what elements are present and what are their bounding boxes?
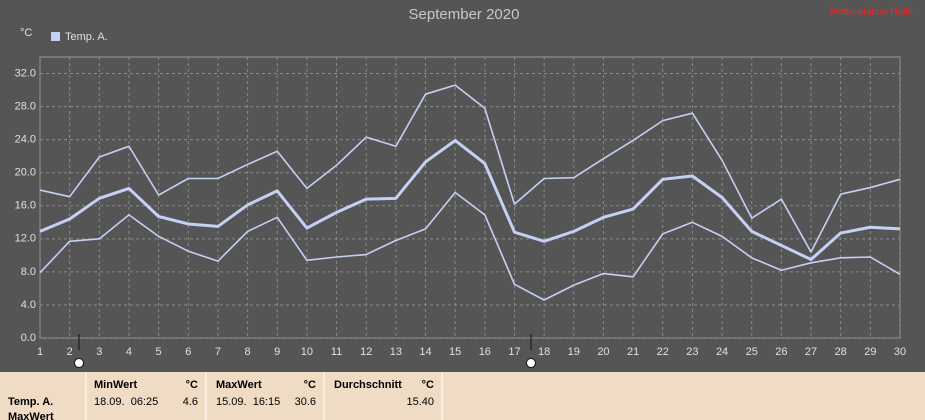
x-tick-label: 19 xyxy=(568,346,580,358)
marker xyxy=(526,358,536,368)
column-header: Durchschnitt xyxy=(334,379,402,391)
x-tick-label: 1 xyxy=(37,346,43,358)
x-tick-label: 6 xyxy=(185,346,191,358)
row-label: Temp. A. xyxy=(8,396,53,408)
x-tick-label: 27 xyxy=(805,346,817,358)
x-tick-label: 20 xyxy=(597,346,609,358)
y-unit: °C xyxy=(20,27,32,39)
x-tick-label: 10 xyxy=(301,346,313,358)
legend-swatch xyxy=(51,32,60,41)
x-tick-label: 17 xyxy=(508,346,520,358)
station-name: Wetterstation Halle xyxy=(829,7,914,18)
y-tick-label: 20.0 xyxy=(15,167,36,179)
column-unit: °C xyxy=(422,379,434,391)
x-tick-label: 24 xyxy=(716,346,728,358)
x-tick-label: 9 xyxy=(274,346,280,358)
x-tick-label: 7 xyxy=(215,346,221,358)
x-tick-label: 12 xyxy=(360,346,372,358)
y-tick-label: 4.0 xyxy=(21,299,36,311)
x-tick-label: 13 xyxy=(390,346,402,358)
x-tick-label: 11 xyxy=(331,346,342,358)
row-label: MaxWert xyxy=(8,411,54,420)
x-tick-label: 26 xyxy=(775,346,787,358)
x-tick-label: 28 xyxy=(835,346,847,358)
time: 18.09. 06:25 xyxy=(94,396,158,408)
x-tick-label: 14 xyxy=(419,346,431,358)
chart-title: September 2020 xyxy=(409,6,520,23)
value: 4.6 xyxy=(183,396,198,408)
y-tick-label: 0.0 xyxy=(21,332,36,344)
y-tick-label: 12.0 xyxy=(15,233,36,245)
x-tick-label: 16 xyxy=(479,346,491,358)
value: 30.6 xyxy=(295,396,316,408)
time: 15.09. 16:15 xyxy=(216,396,280,408)
column-unit: °C xyxy=(186,379,198,391)
x-tick-label: 23 xyxy=(686,346,698,358)
table-background xyxy=(0,372,925,420)
legend-label: Temp. A. xyxy=(65,31,108,43)
x-tick-label: 21 xyxy=(627,346,639,358)
column-unit: °C xyxy=(304,379,316,391)
y-tick-label: 28.0 xyxy=(15,100,36,112)
x-tick-label: 29 xyxy=(864,346,876,358)
y-tick-label: 24.0 xyxy=(15,134,36,146)
y-tick-label: 16.0 xyxy=(15,200,36,212)
x-tick-label: 30 xyxy=(894,346,906,358)
x-tick-label: 25 xyxy=(746,346,758,358)
value: 15.40 xyxy=(406,396,434,408)
x-tick-label: 5 xyxy=(156,346,162,358)
x-tick-label: 4 xyxy=(126,346,132,358)
plot: 0.04.08.012.016.020.024.028.032.01 2 3 4 5 6 7… xyxy=(15,56,906,358)
temperature-line xyxy=(39,84,901,253)
temperature-line xyxy=(39,191,901,301)
column-header: MaxWert xyxy=(216,379,262,391)
column-header: MinWert xyxy=(94,379,138,391)
chart-background xyxy=(0,0,925,372)
x-tick-label: 8 xyxy=(245,346,251,358)
x-tick-label: 22 xyxy=(657,346,669,358)
x-tick-label: 15 xyxy=(449,346,461,358)
temperature-line xyxy=(39,138,901,261)
y-tick-label: 32.0 xyxy=(15,67,36,79)
stats-table: Temp. A. MaxWert MinWert °C 18.09. 06:25 4.… xyxy=(8,372,443,420)
x-tick-label: 3 xyxy=(96,346,102,358)
x-tick-label: 18 xyxy=(538,346,550,358)
marker xyxy=(74,358,84,368)
y-tick-label: 8.0 xyxy=(21,266,36,278)
x-tick-label: 2 xyxy=(67,346,73,358)
